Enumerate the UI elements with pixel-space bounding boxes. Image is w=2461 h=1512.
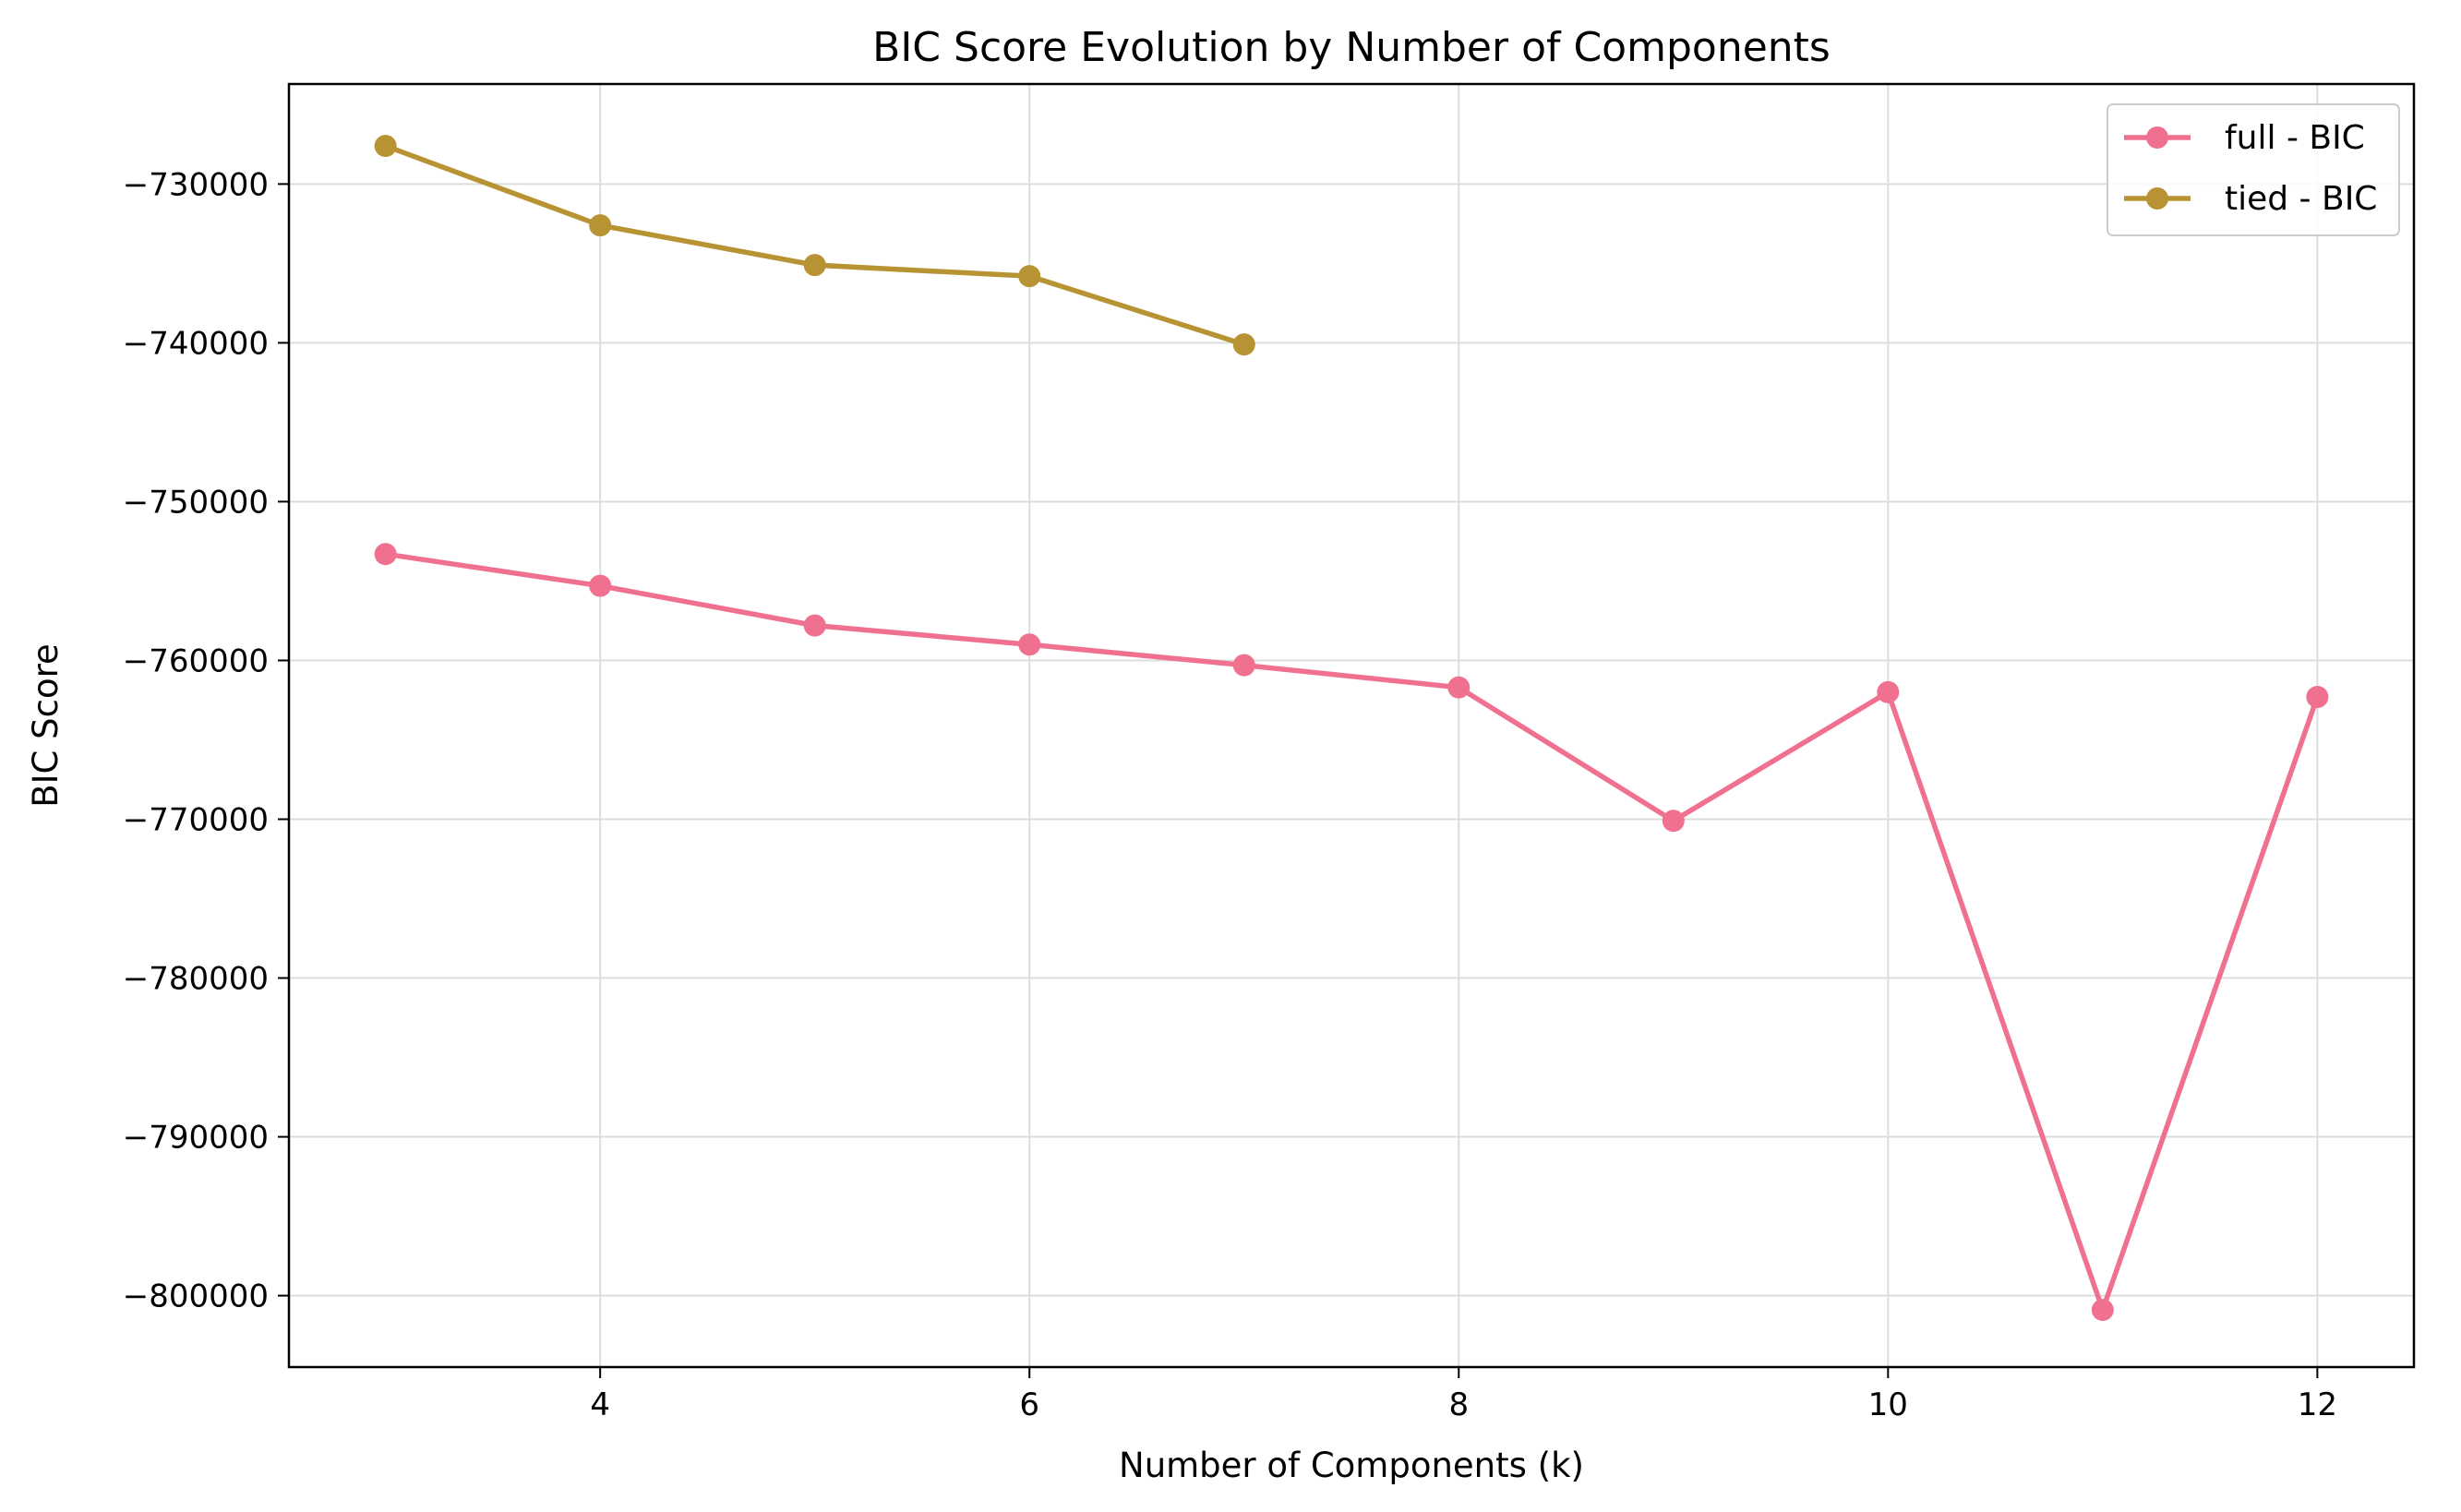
y-tick-label: −780000 [123, 961, 269, 998]
series-line [385, 551, 2320, 1313]
plot-frame [287, 82, 2416, 1369]
legend-label: full - BIC [2225, 119, 2365, 157]
data-point [1877, 680, 1900, 703]
y-tick-label: −750000 [123, 484, 269, 521]
series-full-bic [374, 543, 2329, 1322]
x-tick-label: 4 [590, 1386, 610, 1423]
x-tick-label: 10 [1868, 1386, 1908, 1423]
x-axis-label: Number of Components (k) [1119, 1446, 1584, 1485]
data-point [803, 614, 826, 637]
y-tick-label: −760000 [123, 642, 269, 679]
legend-swatch-marker [2146, 187, 2168, 210]
legend-swatch-marker [2146, 126, 2168, 149]
x-tick-label: 6 [1019, 1386, 1039, 1423]
data-point [2091, 1299, 2114, 1322]
series-tied-bic [374, 135, 1255, 356]
series-layer [374, 135, 2329, 1322]
data-point [1662, 810, 1685, 833]
data-point [1447, 676, 1471, 699]
y-tick-label: −800000 [123, 1278, 269, 1315]
data-point [589, 574, 612, 597]
x-tick-label: 8 [1448, 1386, 1469, 1423]
data-point [2306, 686, 2329, 709]
y-tick-label: −790000 [123, 1120, 269, 1157]
data-point [803, 254, 826, 277]
chart-title: BIC Score Evolution by Number of Compone… [872, 24, 1831, 71]
y-tick-label: −730000 [123, 166, 269, 203]
y-axis-label: BIC Score [26, 643, 66, 808]
data-point [1018, 633, 1041, 656]
data-point [1232, 333, 1255, 356]
legend: full - BIC tied - BIC [2107, 103, 2400, 236]
y-tick-label: −740000 [123, 325, 269, 362]
y-tick-label: −770000 [123, 801, 269, 838]
legend-item: full - BIC [2124, 119, 2365, 157]
data-point [374, 543, 397, 566]
grid [289, 84, 2414, 1367]
legend-item: tied - BIC [2124, 180, 2377, 218]
x-tick-label: 12 [2298, 1386, 2337, 1423]
ticks: 4 6 8 10 12 −730000 −740000 −750000 −760000 −7700… [123, 166, 2337, 1423]
data-point [1232, 654, 1255, 677]
data-point [589, 214, 612, 237]
data-point [1018, 265, 1041, 288]
legend-label: tied - BIC [2225, 180, 2377, 218]
data-point [374, 135, 397, 158]
